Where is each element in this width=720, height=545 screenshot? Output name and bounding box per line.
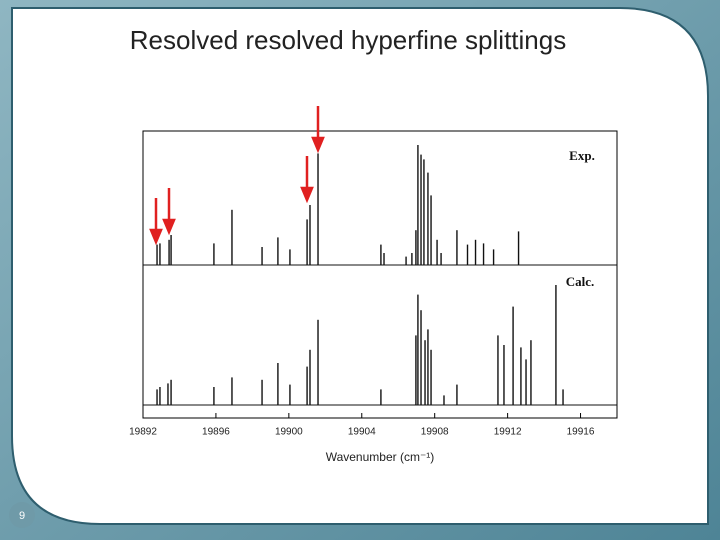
page-number: 9 bbox=[19, 510, 25, 522]
x-axis-label: Wavenumber (cm⁻¹) bbox=[326, 450, 435, 464]
x-tick-label: 19900 bbox=[275, 427, 303, 438]
arrow-head bbox=[300, 186, 314, 204]
arrow-head bbox=[162, 218, 176, 236]
x-tick-label: 19916 bbox=[567, 427, 595, 438]
x-tick-label: 19912 bbox=[494, 427, 522, 438]
arrow-head bbox=[149, 228, 163, 246]
page-badge bbox=[9, 502, 35, 528]
slide-title: Resolved resolved hyperfine splittings bbox=[130, 25, 566, 55]
x-tick-label: 19892 bbox=[129, 427, 157, 438]
legend-label: Exp. bbox=[569, 148, 595, 163]
x-tick-label: 19904 bbox=[348, 427, 376, 438]
plot-frame bbox=[142, 130, 618, 419]
slide-panel bbox=[11, 7, 709, 525]
legend-label: Calc. bbox=[566, 274, 595, 289]
plot: 19892 19896 19900 19904 19908 19912 19916 Exp. C… bbox=[129, 145, 617, 438]
x-tick-label: 19908 bbox=[421, 427, 449, 438]
arrows bbox=[149, 106, 325, 246]
x-tick-label: 19896 bbox=[202, 427, 230, 438]
arrow-head bbox=[311, 136, 325, 154]
